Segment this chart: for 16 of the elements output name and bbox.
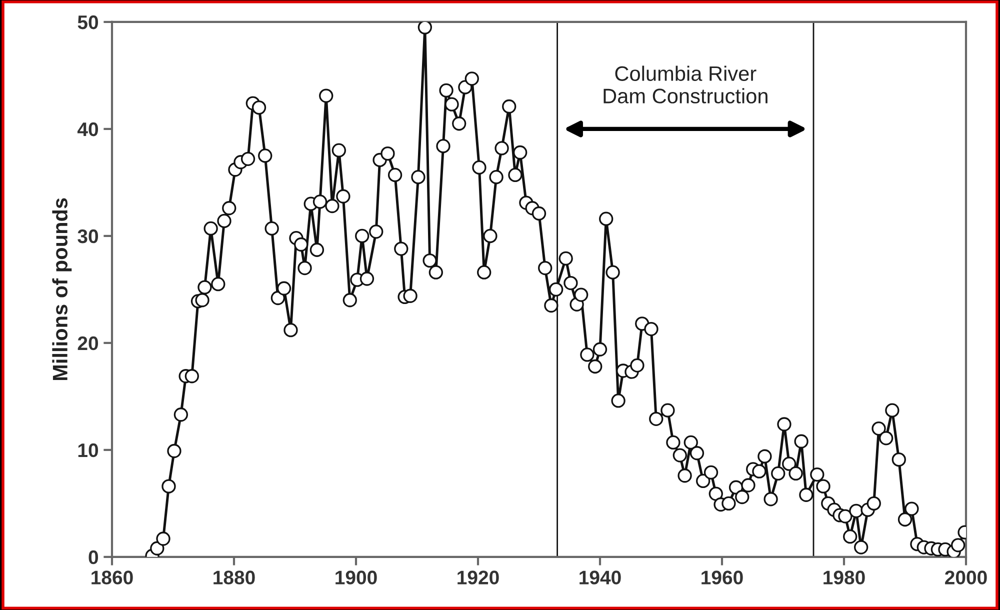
y-tick-label: 10 xyxy=(78,443,98,458)
y-tick-label: 20 xyxy=(78,336,98,350)
x-tick-label: 1960 xyxy=(702,570,743,584)
x-tick-label: 1860 xyxy=(92,570,133,584)
x-tick-label: 1980 xyxy=(824,570,865,584)
x-tick-label: 1900 xyxy=(336,570,377,584)
y-tick-label: 0 xyxy=(88,550,98,564)
annotation: Columbia River Dam Construction xyxy=(604,66,768,104)
y-tick-label: 30 xyxy=(78,229,98,244)
x-tick-label: 1880 xyxy=(214,570,255,584)
x-tick-label: 1940 xyxy=(580,570,621,584)
y-tick-label: 40 xyxy=(77,122,98,136)
y-tick-label: 50 xyxy=(78,15,98,30)
x-tick-label: 1920 xyxy=(458,570,499,584)
y-axis-title: Millions of pounds xyxy=(52,198,72,380)
x-tick-label: 2000 xyxy=(945,570,987,584)
